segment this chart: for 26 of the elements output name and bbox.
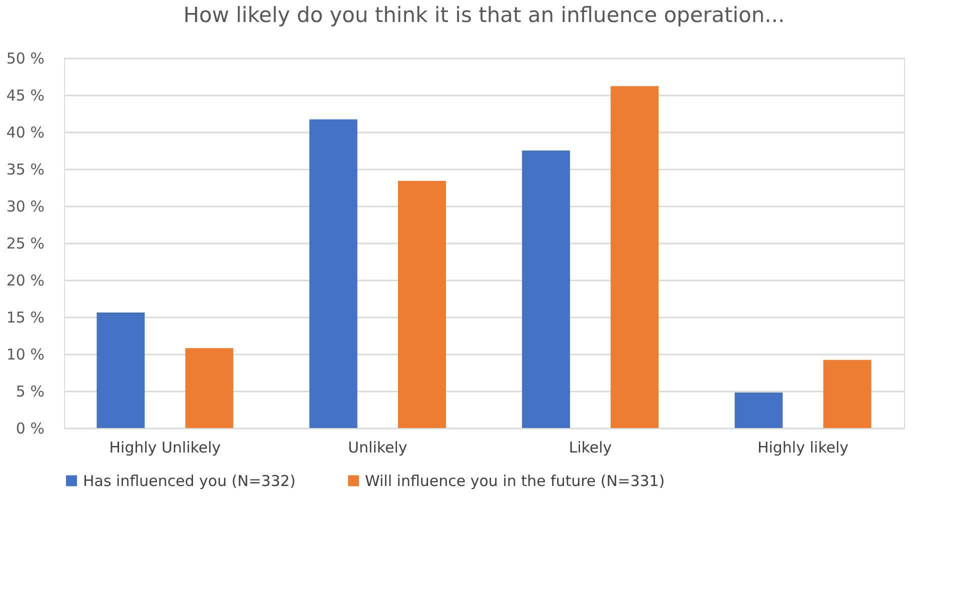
chart-title: How likely do you think it is that an influence operation...	[183, 3, 785, 27]
y-tick-label: 25 %	[6, 234, 44, 252]
x-tick-label: Unlikely	[348, 438, 408, 456]
legend-label: Has influenced you (N=332)	[83, 472, 296, 490]
x-tick-label: Highly Unlikely	[109, 438, 221, 456]
bar	[823, 360, 872, 428]
y-tick-label: 35 %	[6, 160, 44, 178]
y-tick-label: 50 %	[6, 50, 44, 68]
legend-label: Will influence you in the future (N=331)	[365, 472, 665, 490]
y-tick-label: 20 %	[6, 272, 44, 290]
bar	[522, 150, 570, 428]
y-tick-label: 5 %	[16, 382, 44, 400]
bar	[734, 392, 783, 428]
bar	[185, 348, 234, 428]
x-tick-label: Highly likely	[757, 438, 849, 456]
y-tick-label: 15 %	[6, 308, 44, 326]
x-tick-label: Likely	[568, 438, 612, 456]
bar	[398, 180, 446, 428]
bar	[610, 86, 659, 428]
y-tick-label: 45 %	[6, 86, 44, 104]
y-tick-label: 0 %	[16, 420, 44, 438]
y-tick-label: 40 %	[6, 124, 44, 142]
y-tick-label: 30 %	[6, 198, 44, 216]
bar	[309, 119, 358, 428]
y-tick-label: 10 %	[6, 346, 44, 364]
bar	[96, 312, 145, 428]
